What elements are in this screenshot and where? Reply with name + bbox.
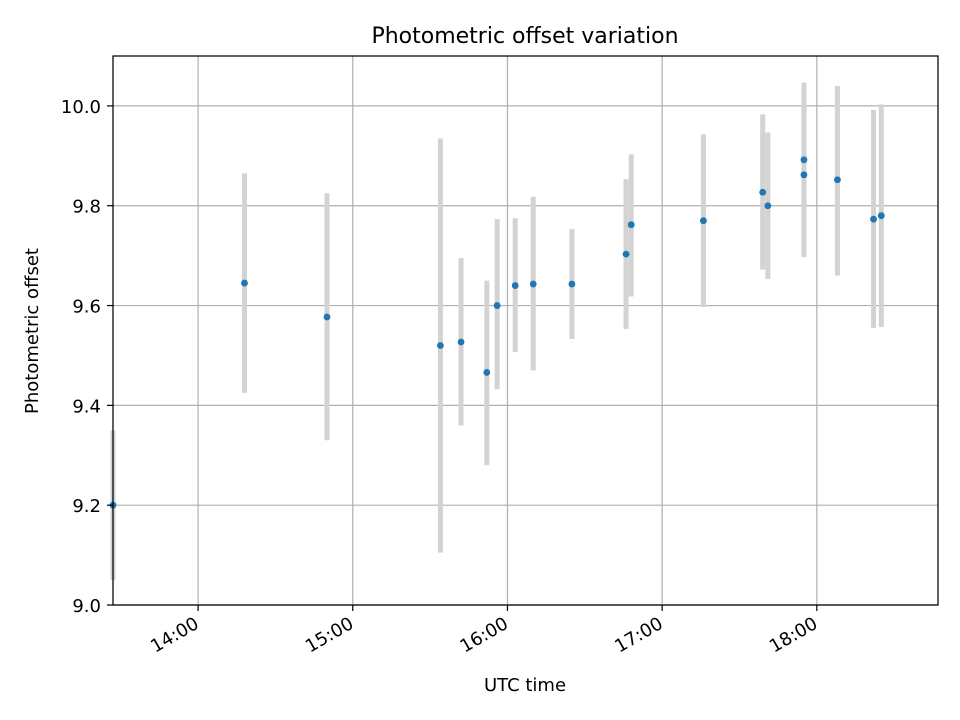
data-points: [109, 156, 885, 509]
data-point: [568, 280, 576, 288]
data-point: [764, 202, 772, 210]
y-axis-label: Photometric offset: [22, 248, 43, 414]
y-tick-label: 9.8: [72, 197, 101, 218]
data-point: [437, 342, 444, 349]
data-point: [529, 280, 537, 288]
data-point: [877, 212, 885, 220]
data-point: [511, 282, 519, 289]
data-point: [483, 369, 491, 376]
x-axis-label: UTC time: [484, 675, 566, 696]
data-point: [241, 279, 248, 287]
data-point: [834, 176, 841, 184]
y-tick-label: 10.0: [61, 97, 101, 118]
data-point: [699, 217, 707, 225]
y-tick-label: 9.0: [72, 596, 101, 617]
data-point: [493, 302, 501, 309]
plot-area-frame: [112, 55, 939, 606]
grid-lines: [113, 56, 938, 606]
y-tick-label: 9.4: [72, 396, 101, 417]
data-point: [759, 188, 767, 196]
data-point: [622, 250, 630, 258]
data-point: [800, 171, 808, 179]
data-point: [457, 338, 465, 346]
data-point: [800, 156, 808, 164]
data-point: [870, 215, 877, 223]
data-point: [627, 221, 635, 229]
y-tick-label: 9.6: [72, 297, 101, 318]
y-tick-label: 9.2: [72, 496, 101, 517]
y-axis: 9.0 9.2 9.4 9.6 9.8 10.0: [61, 97, 113, 617]
chart-title: Photometric offset variation: [371, 24, 678, 49]
data-point: [323, 313, 331, 321]
